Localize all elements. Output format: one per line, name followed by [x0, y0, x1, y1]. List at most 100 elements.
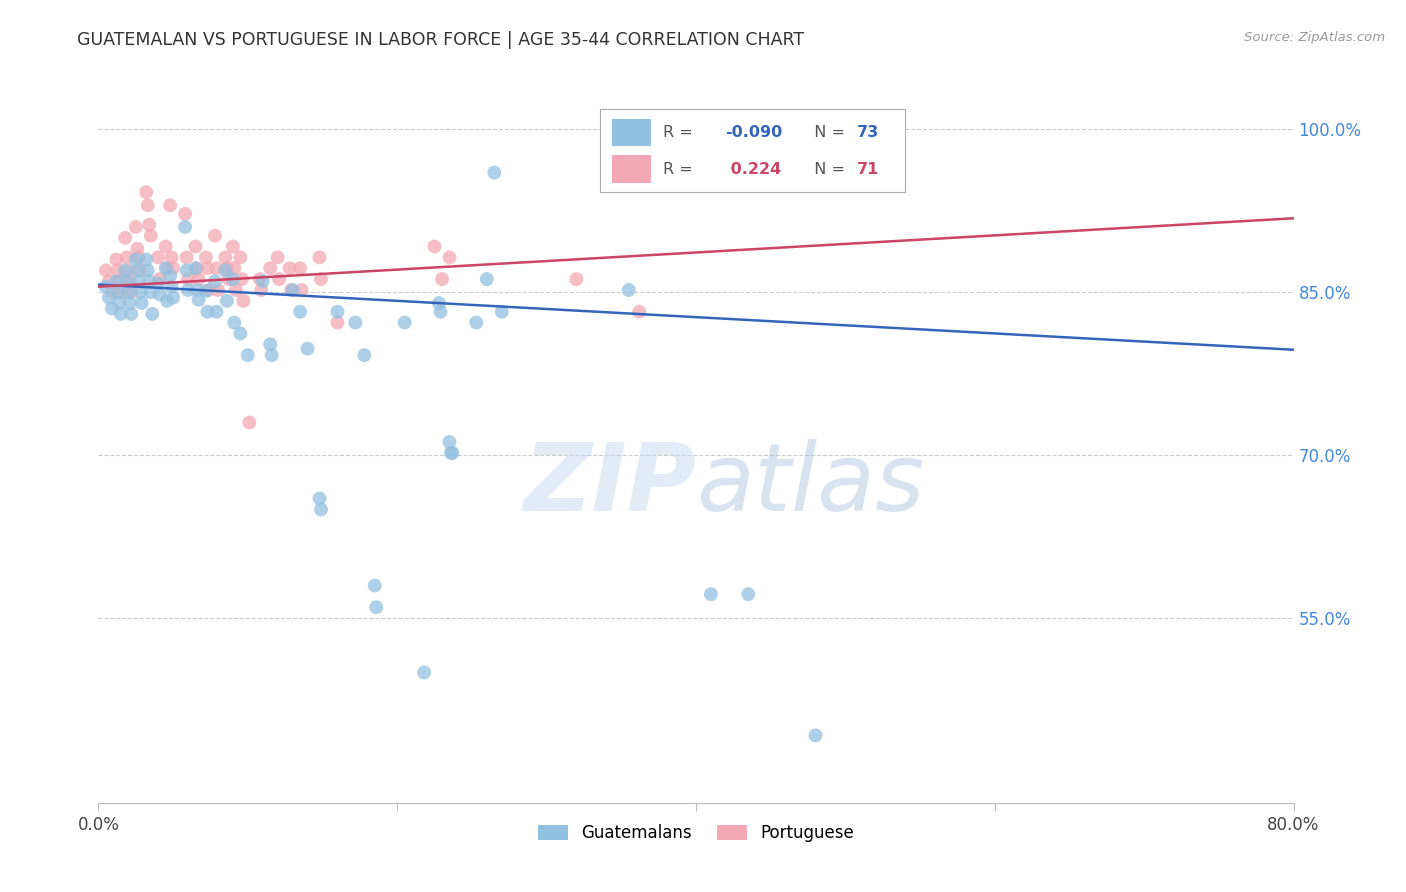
Point — [101, 285, 124, 300]
Point — [429, 304, 451, 318]
Point — [198, 283, 221, 297]
Point — [430, 272, 453, 286]
Point — [186, 261, 208, 276]
Text: 71: 71 — [858, 161, 880, 177]
Point — [108, 296, 131, 310]
Point — [117, 263, 139, 277]
Point — [139, 285, 162, 300]
Point — [97, 274, 120, 288]
Point — [804, 131, 827, 145]
Point — [249, 272, 271, 286]
Point — [250, 283, 273, 297]
Text: GUATEMALAN VS PORTUGUESE IN LABOR FORCE | AGE 35-44 CORRELATION CHART: GUATEMALAN VS PORTUGUESE IN LABOR FORCE … — [77, 31, 804, 49]
Point — [269, 272, 291, 286]
Point — [118, 274, 141, 288]
Point — [159, 198, 181, 212]
Text: 73: 73 — [858, 125, 880, 140]
Point — [186, 283, 208, 297]
Point — [156, 293, 179, 308]
Point — [195, 251, 218, 265]
Point — [195, 284, 218, 298]
FancyBboxPatch shape — [613, 155, 651, 183]
FancyBboxPatch shape — [613, 119, 651, 146]
Point — [236, 348, 259, 362]
Point — [141, 307, 163, 321]
Point — [238, 416, 260, 430]
Point — [491, 304, 513, 318]
Text: N =: N = — [804, 125, 849, 140]
Point — [155, 261, 177, 276]
Point — [114, 263, 136, 277]
Point — [214, 263, 236, 277]
Point — [149, 287, 172, 301]
Point — [127, 242, 149, 256]
Point — [205, 304, 228, 318]
Text: Source: ZipAtlas.com: Source: ZipAtlas.com — [1244, 31, 1385, 45]
Point — [413, 665, 436, 680]
Point — [224, 316, 246, 330]
Point — [135, 252, 157, 267]
FancyBboxPatch shape — [600, 109, 905, 193]
Point — [159, 268, 181, 283]
Point — [288, 304, 311, 318]
Text: ZIP: ZIP — [523, 439, 696, 531]
Point — [129, 263, 152, 277]
Point — [118, 296, 141, 310]
Point — [197, 261, 219, 276]
Point — [440, 446, 463, 460]
Point — [214, 251, 236, 265]
Point — [232, 293, 254, 308]
Point — [364, 578, 387, 592]
Point — [804, 728, 827, 742]
Point — [215, 261, 238, 276]
Point — [120, 307, 142, 321]
Point — [207, 283, 229, 297]
Point — [231, 272, 253, 286]
Point — [184, 239, 207, 253]
Point — [308, 491, 330, 506]
Point — [260, 348, 283, 362]
Point — [120, 285, 142, 300]
Point — [278, 261, 301, 276]
Text: 0.224: 0.224 — [724, 161, 780, 177]
Point — [131, 296, 153, 310]
Text: N =: N = — [804, 161, 849, 177]
Text: R =: R = — [662, 161, 697, 177]
Point — [138, 218, 160, 232]
Point — [128, 274, 150, 288]
Point — [148, 251, 170, 265]
Point — [174, 207, 197, 221]
Point — [205, 261, 228, 276]
Point — [187, 293, 209, 307]
Point — [344, 316, 367, 330]
Point — [107, 263, 129, 277]
Point — [700, 587, 723, 601]
Point — [394, 316, 416, 330]
Point — [162, 261, 184, 276]
Point — [628, 304, 651, 318]
Point — [366, 600, 388, 615]
Point — [155, 239, 177, 253]
Point — [101, 301, 124, 316]
Point — [259, 337, 281, 351]
Point — [114, 231, 136, 245]
Point — [160, 251, 183, 265]
Point — [465, 316, 488, 330]
Point — [197, 304, 219, 318]
Point — [108, 274, 131, 288]
Point — [281, 283, 304, 297]
Point — [135, 185, 157, 199]
Point — [308, 251, 330, 265]
Point — [297, 342, 319, 356]
Legend: Guatemalans, Portuguese: Guatemalans, Portuguese — [531, 817, 860, 848]
Point — [222, 239, 245, 253]
Point — [127, 263, 149, 277]
Point — [149, 272, 172, 286]
Point — [423, 239, 446, 253]
Point — [139, 228, 162, 243]
Text: -0.090: -0.090 — [724, 125, 782, 140]
Point — [280, 283, 302, 297]
Point — [427, 296, 450, 310]
Point — [187, 272, 209, 286]
Point — [148, 277, 170, 291]
